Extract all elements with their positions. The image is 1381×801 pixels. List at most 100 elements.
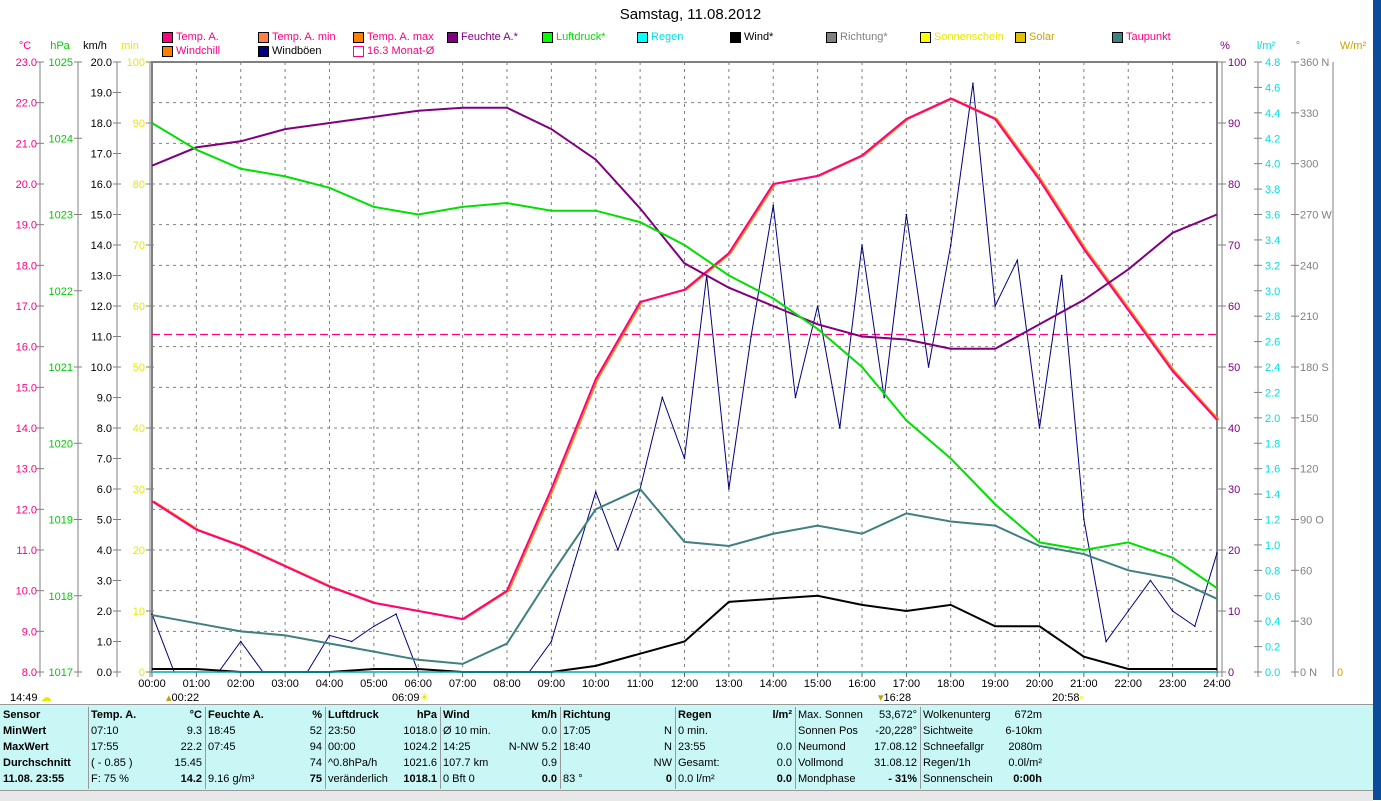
gust-point [1083,519,1085,521]
legend-swatch [162,46,173,57]
table-row: Sonnen Pos-20,228° [795,723,920,739]
temp-tick-label: 9.0 [22,626,37,638]
rain-tick-label: 3.2 [1265,260,1280,272]
direction-tick-label: 330 [1300,108,1318,120]
x-tick-label: 08:00 [493,678,521,690]
rain-tick-label: 3.0 [1265,286,1280,298]
table-cell: Durchschnitt [3,755,71,771]
table-cell: Luftdruck [328,707,379,723]
legend-label: Richtung* [840,31,888,43]
legend-swatch [637,32,648,43]
table-row: ( - 0.85 )15.45 [88,755,205,771]
humidity-tick-label: 90 [1228,118,1240,130]
temp-unit-label: °C [19,40,31,52]
gust-point [1194,625,1196,627]
x-tick-label: 19:00 [981,678,1009,690]
pressure-tick-label: 1025 [49,57,73,69]
rain-unit-label: l/m² [1257,40,1276,52]
minutes-tick-label: 100 [127,57,145,69]
table-cell: Wolkenunterg [923,707,991,723]
rain-tick-label: 4.8 [1265,57,1280,69]
minutes-tick-label: 30 [133,484,145,496]
rain-tick-label: 4.6 [1265,82,1280,94]
table-row: Mondphase- 31% [795,771,920,787]
gust-point [994,305,996,307]
legend-item: Sonnenschein [920,31,1004,43]
table-cell: 0 [666,771,672,787]
gust-point [551,641,553,643]
table-cell: 0.0 [777,755,792,771]
legend-label: Regen [651,31,683,43]
direction-tick-label: 270 W [1300,210,1332,222]
cloud-icon: ☁ [41,692,52,704]
table-cell: 0.0 l/m² [678,771,715,787]
legend-label: Solar [1029,31,1055,43]
table-cell: 107.7 km [443,755,488,771]
table-cell: 17.08.12 [874,739,917,755]
table-cell: 0:00h [1013,771,1042,787]
x-tick-label: 00:00 [138,678,166,690]
temp-tick-label: 18.0 [16,260,37,272]
x-tick-label: 13:00 [715,678,743,690]
legend-swatch [542,32,553,43]
table-cell: Max. Sonnen [798,707,863,723]
direction-tick-label: 30 [1300,616,1312,628]
sunrise-time: 06:09 [392,692,420,704]
direction-tick-label: 300 [1300,159,1318,171]
status-bar [0,790,1373,801]
moonset-time: 16:28 [884,692,912,704]
temp-tick-label: 15.0 [16,382,37,394]
temp-tick-label: 22.0 [16,98,37,110]
wind-tick-label: 9.0 [97,393,112,405]
chart-title: Samstag, 11.08.2012 [0,6,1381,23]
gust-point [1105,641,1107,643]
table-cell: 1018.1 [403,771,437,787]
rain-tick-label: 2.8 [1265,311,1280,323]
legend-label: Sonnenschein [934,31,1004,43]
wind-tick-label: 4.0 [97,545,112,557]
direction-tick-label: 210 [1300,311,1318,323]
x-tick-label: 09:00 [538,678,566,690]
table-cell: 31.08.12 [874,755,917,771]
table-cell: 14.2 [181,771,202,787]
x-tick-label: 23:00 [1159,678,1187,690]
legend-swatch [920,32,931,43]
pressure-tick-label: 1024 [49,133,73,145]
humidity-tick-label: 30 [1228,484,1240,496]
x-tick-label: 17:00 [893,678,921,690]
legend-swatch [1112,32,1123,43]
table-cell: 07:45 [208,739,236,755]
table-cell: 53,672° [879,707,917,723]
gust-point [906,214,908,216]
wind-tick-label: 3.0 [97,576,112,588]
legend-item: Temp. A. max [353,31,434,43]
table-cell: 0 min. [678,723,708,739]
gust-point [1216,552,1218,554]
table-cell: Wind [443,707,470,723]
gust-point [351,641,353,643]
gust-point [861,244,863,246]
table-cell: ( - 0.85 ) [91,755,133,771]
legend-label: Temp. A. max [367,31,434,43]
gust-point [883,397,885,399]
gust-point [1172,610,1174,612]
legend-item: Wind* [730,31,773,43]
table-cell: 1021.6 [403,755,437,771]
table-cell: 1018.0 [403,723,437,739]
rain-tick-label: 1.8 [1265,438,1280,450]
x-tick-label: 07:00 [449,678,477,690]
pressure-tick-label: 1023 [49,210,73,222]
table-cell: 0.0l/m² [1008,755,1042,771]
minutes-tick-label: 70 [133,240,145,252]
gust-point [573,564,575,566]
humidity-tick-label: 100 [1228,57,1246,69]
wind-tick-label: 19.0 [91,88,112,100]
